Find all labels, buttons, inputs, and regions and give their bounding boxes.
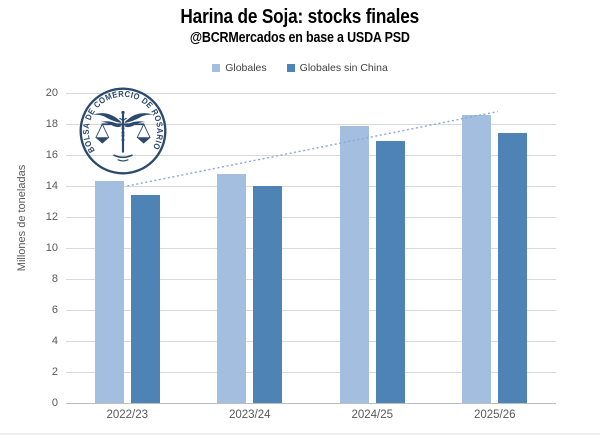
y-tick-label: 18 [45, 117, 58, 130]
bar-globales [217, 173, 247, 403]
gridline [66, 247, 556, 249]
gridline [66, 309, 556, 311]
bar-globales [339, 125, 369, 403]
legend-swatch-globales [212, 64, 221, 72]
x-category-label: 2023/24 [228, 409, 271, 421]
chart-title: Harina de Soja: stocks finales [0, 6, 600, 29]
y-tick-label: 12 [45, 210, 58, 223]
bottom-divider [0, 433, 600, 435]
legend-item-globales: Globales [212, 62, 267, 74]
bar-globales-sin-china [498, 133, 528, 403]
gridline [66, 340, 556, 342]
gridline [66, 371, 556, 373]
gridline [66, 92, 556, 94]
gridline [66, 278, 556, 280]
caduceus-scales-icon [92, 110, 154, 162]
y-tick-label: 0 [51, 396, 58, 409]
x-axis-baseline [66, 402, 556, 404]
x-category-label: 2022/23 [106, 409, 149, 421]
bar-globales-sin-china [130, 195, 160, 403]
bar-globales-sin-china [253, 186, 283, 403]
y-tick-label: 16 [45, 148, 58, 161]
y-tick-label: 6 [51, 303, 58, 316]
y-tick-label: 10 [45, 241, 58, 254]
legend-swatch-globales-sin-china [286, 64, 295, 72]
logo-ring [79, 87, 167, 175]
bar-globales-sin-china [375, 141, 405, 403]
logo-ring-text: BOLSA DE COMERCIO DE ROSARIO [81, 89, 165, 155]
legend-label-globales-sin-china: Globales sin China [299, 62, 388, 74]
bar-globales [94, 181, 124, 403]
legend-item-globales-sin-china: Globales sin China [286, 62, 388, 74]
y-tick-label: 4 [51, 334, 58, 347]
bcr-logo: BOLSA DE COMERCIO DE ROSARIO [79, 87, 167, 175]
y-tick-label: 2 [51, 365, 58, 378]
chart-subtitle-text: @BCRMercados en base a USDA PSD [190, 30, 410, 46]
legend: Globales Globales sin China [0, 61, 600, 75]
bar-globales [462, 114, 492, 403]
legend-label-globales: Globales [225, 62, 267, 74]
chart-title-text: Harina de Soja: stocks finales [180, 6, 420, 28]
y-tick-label: 8 [51, 272, 58, 285]
y-tick-label: 20 [45, 86, 58, 99]
x-category-label: 2025/26 [473, 409, 516, 421]
x-category-label: 2024/25 [351, 409, 394, 421]
chart-subtitle: @BCRMercados en base a USDA PSD [0, 30, 600, 46]
y-tick-label: 14 [45, 179, 58, 192]
gridline [66, 216, 556, 218]
